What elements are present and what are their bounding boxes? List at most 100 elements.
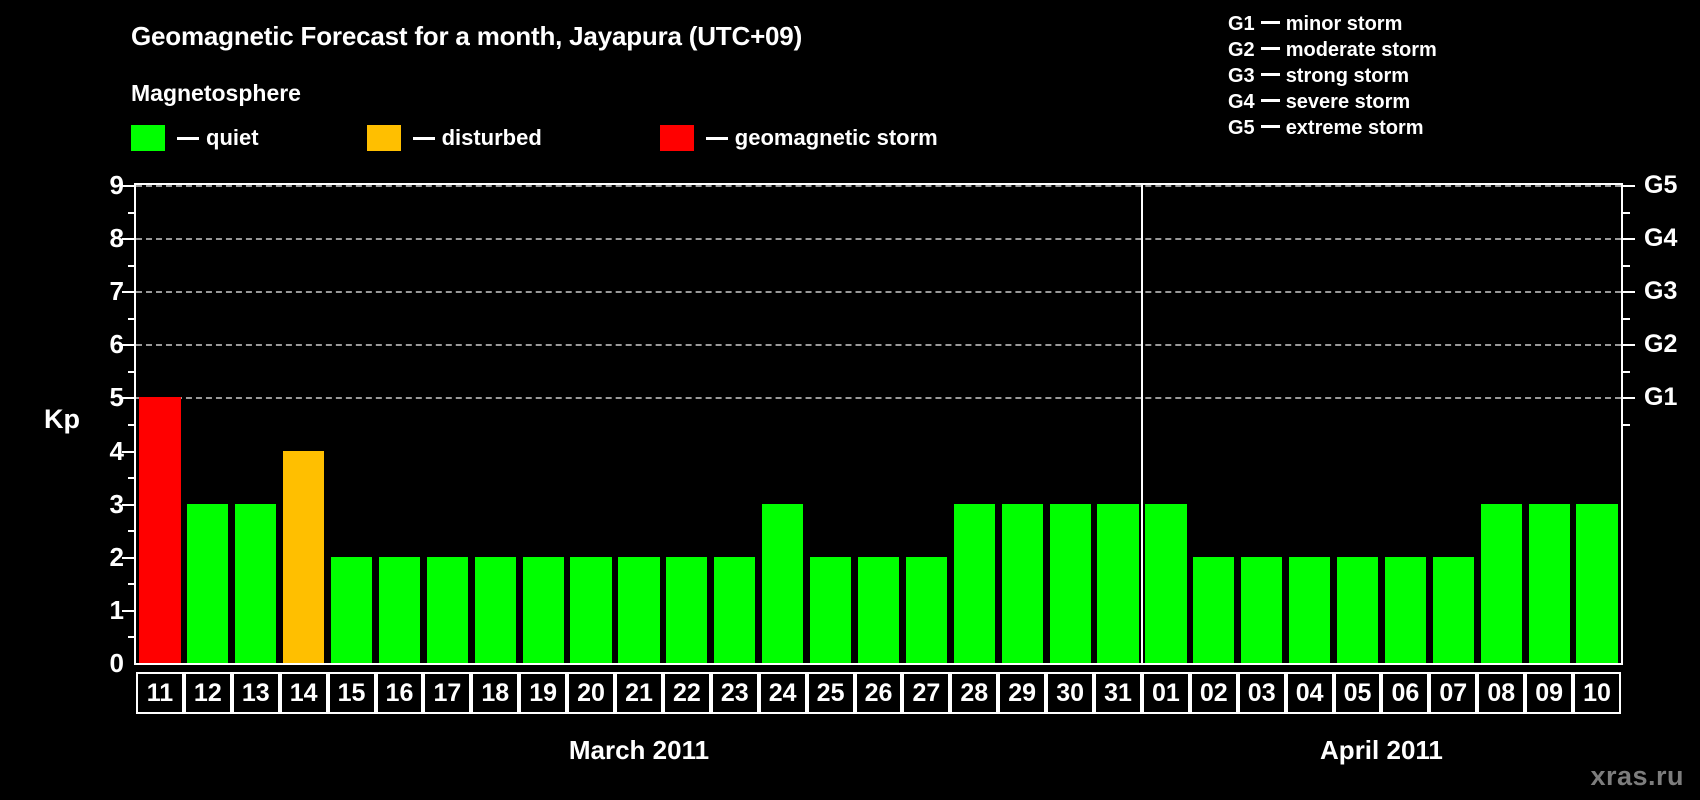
bar-day-31 [1097, 503, 1139, 663]
bar-day-02 [1193, 556, 1235, 663]
y-minor-tick-mark [128, 264, 134, 267]
g-scale-description: severe storm [1285, 91, 1411, 113]
bar-day-15 [330, 556, 373, 663]
day-cell-16[interactable]: 16 [375, 672, 424, 714]
day-cell-22[interactable]: 22 [662, 672, 711, 714]
gridline-kp-5 [136, 397, 1621, 400]
day-cell-07[interactable]: 07 [1429, 672, 1478, 714]
magnetosphere-label: Magnetosphere [131, 80, 301, 106]
bar-day-06 [1384, 556, 1427, 663]
y-tick-label-4: 4 [109, 435, 124, 466]
bar-day-13 [235, 503, 277, 663]
day-cell-13[interactable]: 13 [231, 672, 280, 714]
g-scale-dash-icon [1260, 20, 1280, 24]
g-axis-tick-mark [1623, 344, 1635, 347]
day-cell-12[interactable]: 12 [183, 672, 232, 714]
bar-day-26 [857, 556, 900, 663]
gridline-kp-6 [136, 344, 1621, 347]
bar-day-30 [1049, 503, 1091, 663]
day-cell-19[interactable]: 19 [519, 672, 568, 714]
day-cell-08[interactable]: 08 [1477, 672, 1526, 714]
bar-day-10 [1576, 503, 1618, 663]
y-tick-mark [122, 609, 134, 612]
day-cell-29[interactable]: 29 [998, 672, 1047, 714]
day-cell-14[interactable]: 14 [279, 672, 328, 714]
y-tick-label-7: 7 [109, 276, 124, 307]
bar-day-14 [283, 450, 325, 663]
bar-day-07 [1432, 556, 1474, 663]
legend-swatch-geomagnetic-storm [659, 125, 694, 151]
y-minor-tick-mark [128, 370, 134, 373]
day-cell-06[interactable]: 06 [1381, 672, 1430, 714]
g-scale-row-g3: G3 strong storm [1228, 63, 1558, 89]
day-cell-27[interactable]: 27 [902, 672, 951, 714]
g-axis-minor-tick-mark [1623, 424, 1630, 426]
y-minor-tick-mark [128, 317, 134, 320]
bar-day-21 [618, 556, 660, 663]
bar-day-16 [378, 556, 421, 663]
g-axis-label-g3: G3 [1644, 277, 1678, 306]
bars-layer [136, 185, 1621, 663]
legend-item-quiet: quiet [131, 124, 259, 152]
day-cell-20[interactable]: 20 [567, 672, 616, 714]
day-cell-28[interactable]: 28 [950, 672, 999, 714]
legend-item-disturbed: disturbed [366, 124, 542, 152]
g-axis-label-g5: G5 [1644, 171, 1678, 199]
y-tick-label-8: 8 [109, 223, 124, 254]
plot-area [134, 183, 1623, 665]
y-tick-mark [122, 556, 134, 559]
day-cell-26[interactable]: 26 [854, 672, 903, 714]
day-cell-23[interactable]: 23 [710, 672, 759, 714]
y-tick-label-6: 6 [109, 329, 124, 360]
day-cell-09[interactable]: 09 [1525, 672, 1574, 714]
bar-day-25 [809, 556, 852, 663]
y-tick-label-3: 3 [109, 488, 124, 519]
g-scale-description: moderate storm [1285, 39, 1437, 61]
g-scale-row-g5: G5 extreme storm [1228, 115, 1558, 141]
day-cell-17[interactable]: 17 [423, 672, 472, 714]
legend-label: geomagnetic storm [734, 125, 938, 150]
bar-day-28 [953, 503, 995, 663]
y-tick-label-0: 0 [109, 648, 124, 678]
y-axis-title: Kp [44, 404, 80, 434]
day-cell-30[interactable]: 30 [1046, 672, 1095, 714]
g-scale-dash-icon [1260, 124, 1280, 128]
day-cell-31[interactable]: 31 [1094, 672, 1142, 714]
watermark: xras.ru [1590, 761, 1684, 791]
bar-day-29 [1001, 503, 1043, 663]
day-cell-03[interactable]: 03 [1237, 672, 1286, 714]
month-label-april: April 2011 [1320, 735, 1443, 765]
legend-dash-icon [412, 136, 435, 140]
bar-day-22 [666, 556, 708, 663]
day-cell-24[interactable]: 24 [758, 672, 807, 714]
color-legend: quiet disturbed geomagnetic storm [131, 124, 938, 152]
day-cell-10[interactable]: 10 [1573, 672, 1621, 714]
day-cell-05[interactable]: 05 [1333, 672, 1382, 714]
gridline-kp-9 [136, 185, 1621, 187]
bar-day-08 [1480, 503, 1522, 663]
page-title: Geomagnetic Forecast for a month, Jayapu… [131, 21, 803, 51]
g-scale-dash-icon [1260, 98, 1280, 102]
day-cell-01[interactable]: 01 [1141, 672, 1190, 714]
day-cell-11[interactable]: 11 [136, 672, 184, 714]
g-scale-row-g1: G1 minor storm [1228, 11, 1558, 37]
legend-label: quiet [206, 125, 259, 150]
day-cell-02[interactable]: 02 [1189, 672, 1238, 714]
legend-label: disturbed [441, 125, 542, 150]
legend-swatch-quiet [131, 125, 165, 151]
bar-day-23 [714, 556, 756, 663]
y-tick-mark [122, 503, 134, 506]
day-cell-04[interactable]: 04 [1285, 672, 1334, 714]
g-axis-tick-mark [1623, 185, 1635, 187]
legend-dash-icon [177, 136, 199, 140]
bar-day-12 [187, 503, 229, 663]
y-minor-tick-mark [128, 424, 134, 426]
y-minor-tick-mark [128, 211, 134, 214]
y-tick-mark [122, 344, 134, 347]
y-tick-mark [122, 450, 134, 453]
day-cell-21[interactable]: 21 [615, 672, 663, 714]
day-cell-18[interactable]: 18 [471, 672, 520, 714]
day-cell-25[interactable]: 25 [806, 672, 855, 714]
day-cell-15[interactable]: 15 [327, 672, 376, 714]
bar-day-05 [1336, 556, 1379, 663]
